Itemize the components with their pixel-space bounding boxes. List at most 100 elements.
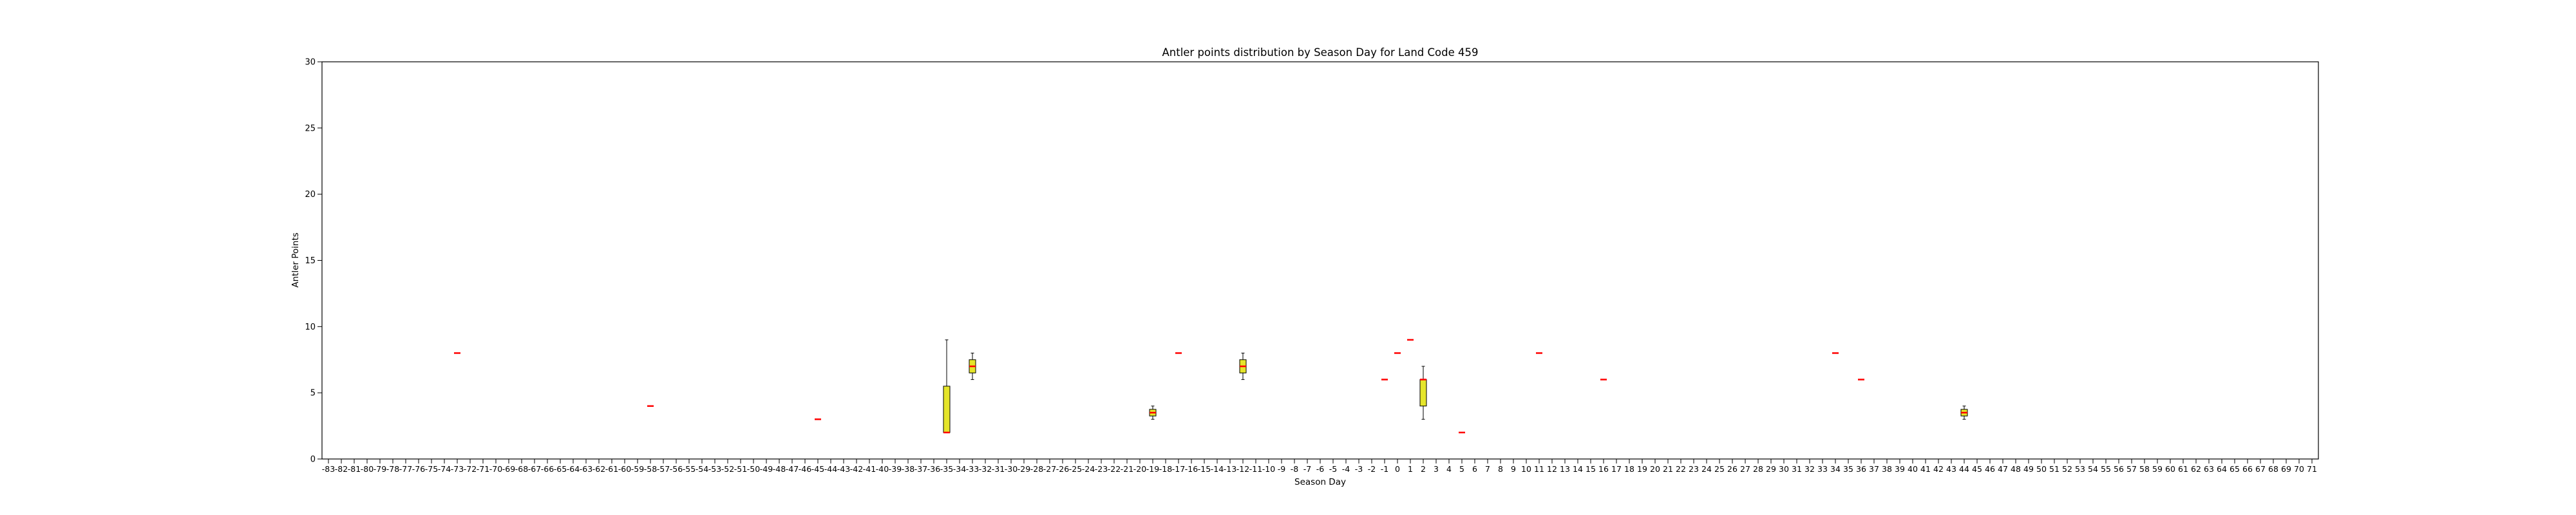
y-axis-label: Antler Points [290,232,301,288]
x-tick-label: 34 [1830,464,1841,474]
x-tick-label: 43 [1946,464,1956,474]
x-tick-label: 32 [1804,464,1815,474]
x-tick-label: -11 [1249,464,1262,474]
x-tick-label: -73 [451,464,464,474]
x-tick-label: 26 [1727,464,1738,474]
x-tick-label: -58 [644,464,657,474]
x-tick-label: -5 [1329,464,1337,474]
x-tick-label: -39 [889,464,902,474]
x-tick-label: 23 [1689,464,1699,474]
x-tick-label: 25 [1714,464,1725,474]
x-tick-label: 66 [2242,464,2253,474]
box-layer [454,339,1968,434]
x-tick-label: -1 [1381,464,1388,474]
x-tick-label: 11 [1534,464,1544,474]
box-body [943,386,951,433]
x-tick-label: 62 [2191,464,2201,474]
x-tick-label: -57 [657,464,670,474]
x-tick-label: -44 [824,464,837,474]
y-tick-label: 5 [310,389,316,398]
x-tick-label: -71 [477,464,489,474]
x-tick-label: 67 [2255,464,2266,474]
y-tick-label: 0 [310,455,316,465]
x-tick-label: 50 [2036,464,2047,474]
x-tick-label: -17 [1172,464,1185,474]
x-tick-label: -18 [1159,464,1172,474]
x-tick-label: -54 [696,464,708,474]
x-tick-label: -10 [1262,464,1275,474]
x-tick-label: 64 [2217,464,2227,474]
x-tick-label: -63 [580,464,592,474]
x-tick-label: -70 [489,464,502,474]
x-tick-label: -55 [683,464,696,474]
x-tick-label: 7 [1485,464,1490,474]
x-tick-label: 10 [1521,464,1531,474]
x-tick-label: 22 [1676,464,1686,474]
x-tick-label: -22 [1108,464,1121,474]
x-tick-label: -64 [567,464,580,474]
box-day--33 [969,352,976,380]
box-day--19 [1149,406,1157,420]
x-tick-label: -24 [1082,464,1095,474]
x-tick-label: 21 [1663,464,1673,474]
x-tick-label: -50 [747,464,760,474]
x-tick-label: -47 [786,464,799,474]
y-tick-label: 30 [305,58,316,68]
x-tick-label: 29 [1766,464,1776,474]
x-tick-label: -14 [1211,464,1224,474]
x-tick-label: -77 [399,464,412,474]
x-tick-label: -23 [1095,464,1108,474]
x-tick-label: -78 [386,464,399,474]
y-tick-label: 20 [305,190,316,200]
x-tick-label: -82 [335,464,348,474]
x-tick-label: 13 [1560,464,1570,474]
x-tick-label: 55 [2101,464,2111,474]
x-tick-label: -83 [322,464,335,474]
box-day--35 [943,339,951,434]
x-tick-label: 28 [1753,464,1763,474]
x-tick-label: 9 [1511,464,1516,474]
x-tick-label: 8 [1498,464,1503,474]
x-tick-label: -6 [1316,464,1325,474]
x-tick-label: 46 [1985,464,1995,474]
x-tick-label: 70 [2294,464,2304,474]
x-tick-label: -69 [502,464,515,474]
x-tick-label: -21 [1121,464,1133,474]
x-tick-label: 60 [2165,464,2175,474]
y-tick-label: 15 [305,256,316,266]
x-tick-label: -42 [850,464,863,474]
x-tick-label: -56 [670,464,683,474]
x-tick-label: 3 [1434,464,1439,474]
x-tick-label: -60 [618,464,631,474]
x-tick-label: 44 [1959,464,1969,474]
x-tick-label: 35 [1843,464,1853,474]
x-tick-label: -37 [914,464,927,474]
x-tick-label: 53 [2075,464,2085,474]
box-day-2 [1419,366,1427,420]
x-tick-label: 47 [1998,464,2008,474]
x-tick-label: 52 [2062,464,2072,474]
x-tick-label: -16 [1185,464,1198,474]
x-tick-label: -12 [1236,464,1249,474]
x-tick-label: 5 [1459,464,1464,474]
x-tick-label: 15 [1586,464,1596,474]
x-tick-label: 71 [2307,464,2317,474]
x-tick-label: -4 [1342,464,1350,474]
x-tick-label: -66 [541,464,554,474]
x-tick-label: -51 [734,464,747,474]
x-tick-label: -25 [1069,464,1082,474]
x-tick-label: -26 [1056,464,1069,474]
x-tick-label: 12 [1547,464,1557,474]
x-tick-label: 1 [1408,464,1413,474]
x-tick-label: -35 [940,464,953,474]
x-tick-label: 57 [2126,464,2137,474]
x-tick-label: 51 [2049,464,2060,474]
x-tick-label: -61 [605,464,618,474]
x-tick-label: 24 [1701,464,1712,474]
x-tick-label: -41 [863,464,876,474]
x-tick-label: -68 [515,464,528,474]
x-tick-label: 33 [1817,464,1828,474]
x-tick-label: 2 [1421,464,1426,474]
